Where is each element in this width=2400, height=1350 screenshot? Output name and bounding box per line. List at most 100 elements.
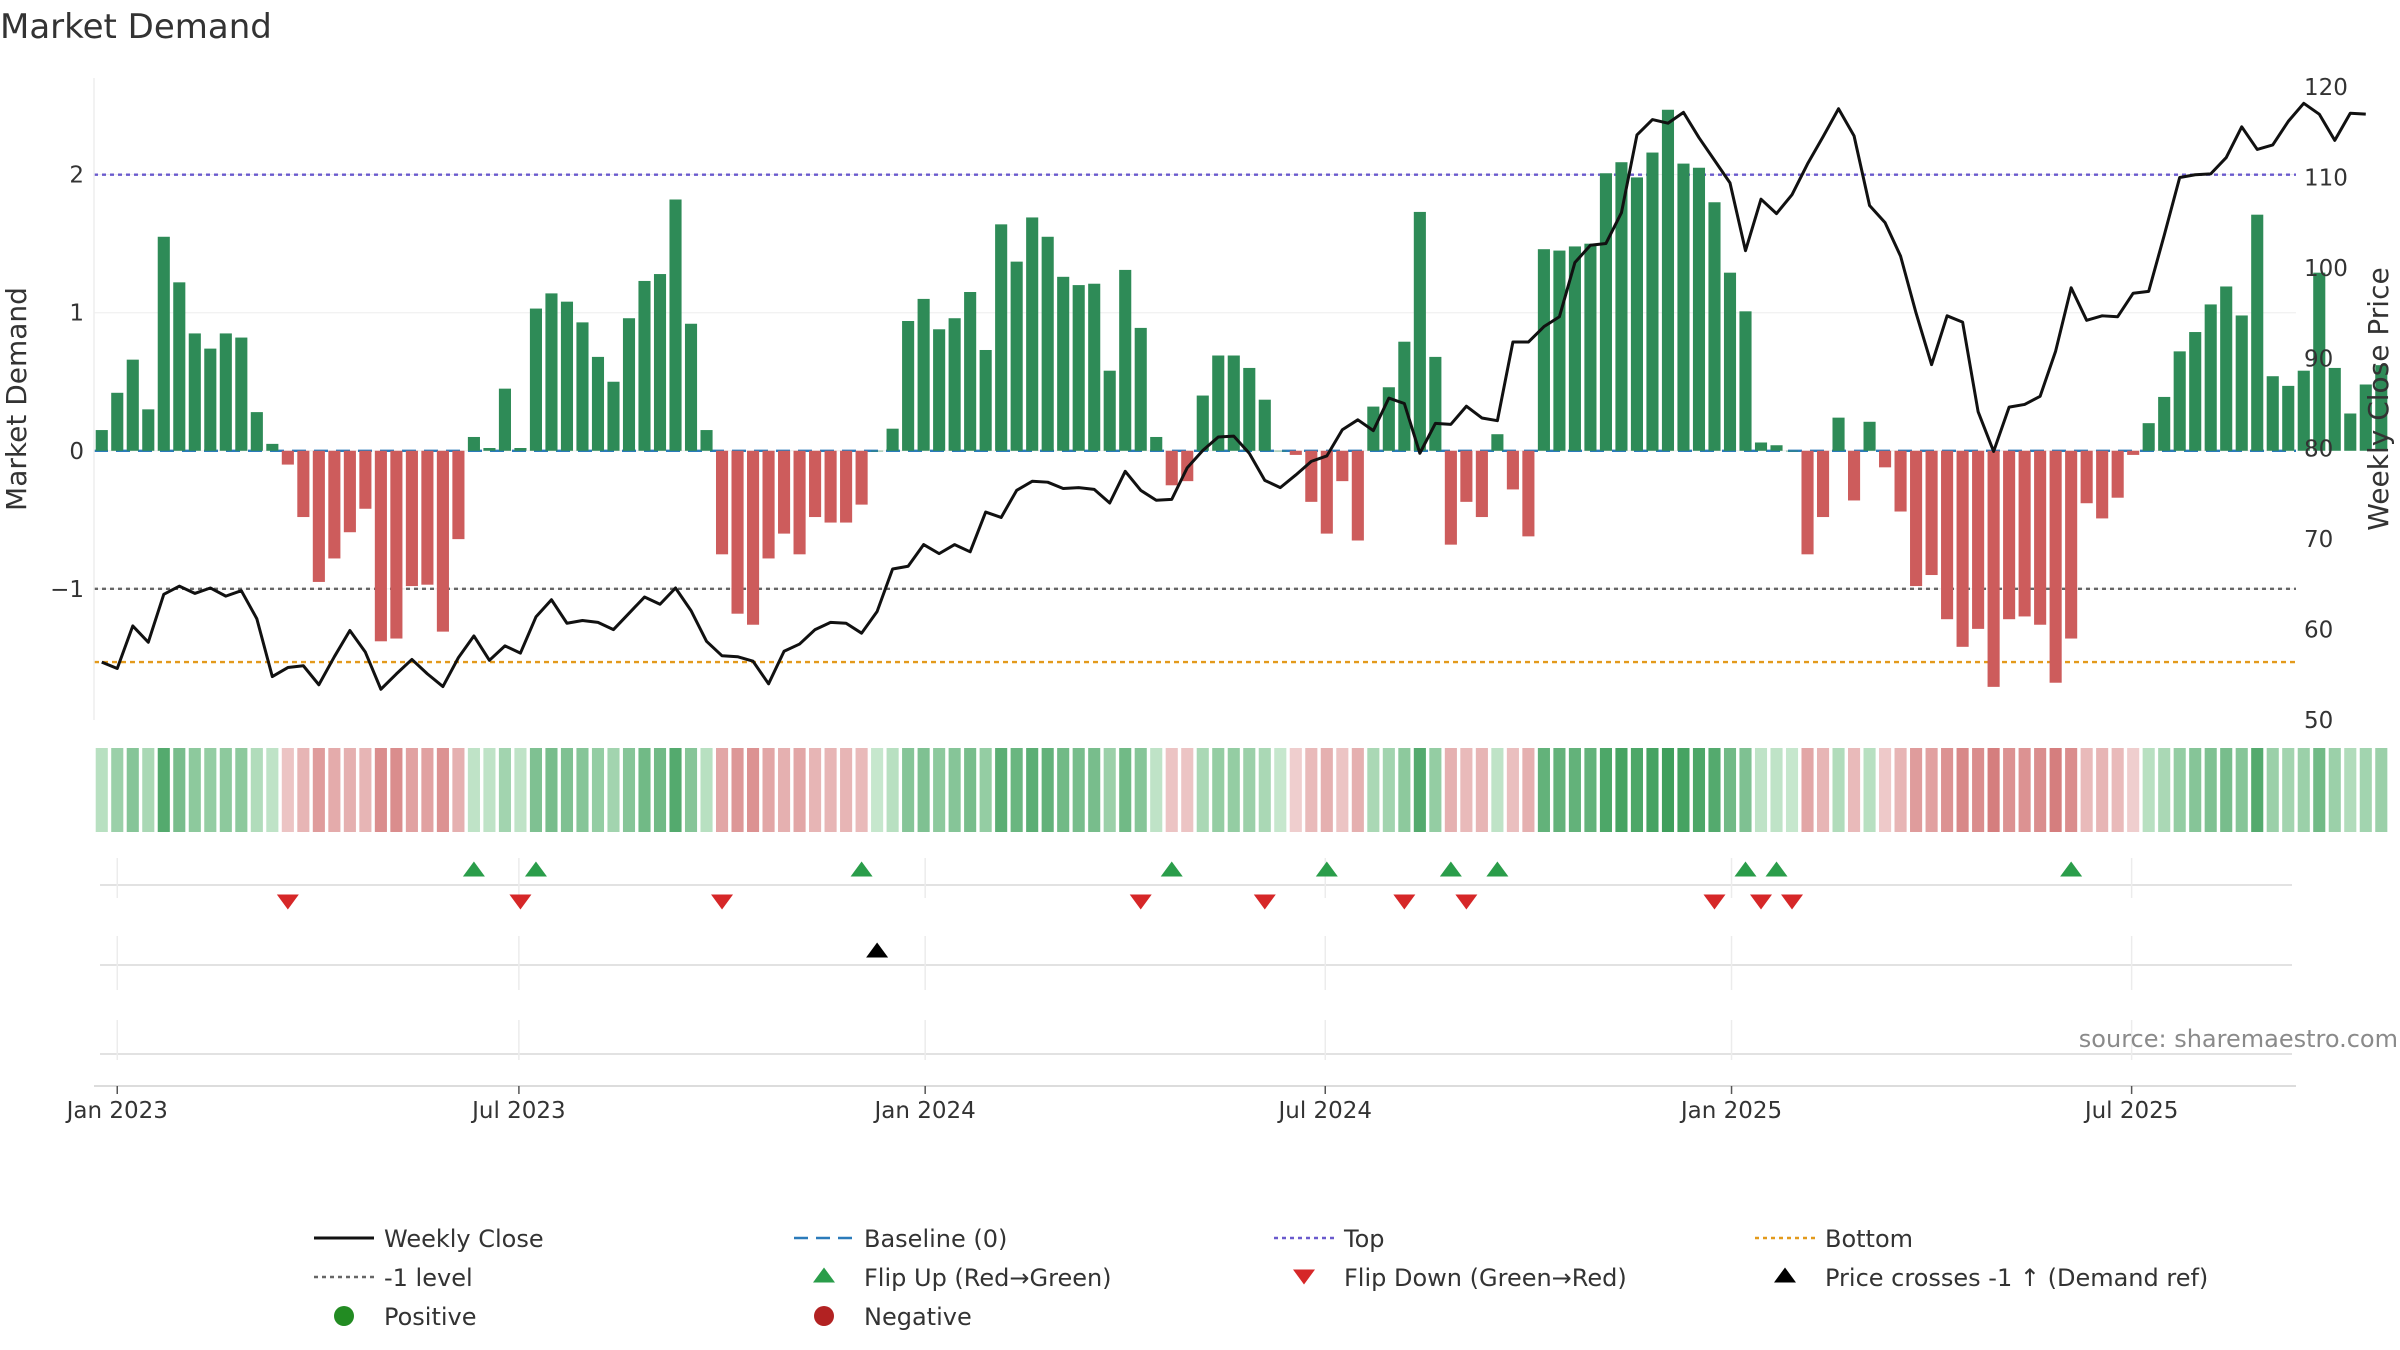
legend-item-bottom: Bottom xyxy=(1755,1225,1913,1253)
demand-bar xyxy=(1227,355,1240,451)
legend-swatch xyxy=(813,1267,835,1283)
demand-bar xyxy=(824,450,837,523)
flip-down-marker xyxy=(276,894,299,910)
strip-cell-negative xyxy=(762,748,775,832)
strip-cell-positive xyxy=(111,748,124,832)
strip-cell-negative xyxy=(452,748,465,832)
strip-cell-negative xyxy=(1910,748,1923,832)
demand-bar xyxy=(1103,370,1116,451)
strip-cell-positive xyxy=(995,748,1008,832)
strip-cell-positive xyxy=(964,748,977,832)
demand-bar xyxy=(979,349,992,451)
demand-bar xyxy=(1243,367,1256,451)
demand-bar xyxy=(1475,450,1488,518)
strip-cell-positive xyxy=(1196,748,1209,832)
strip-cell-positive xyxy=(1134,748,1147,832)
strip-cell-positive xyxy=(653,748,667,832)
demand-bar xyxy=(607,381,620,451)
strip-cell-negative xyxy=(1522,748,1535,832)
x-axis: Jan 2023 Jul 2023 Jan 2024 Jul 2024 Jan 2025… xyxy=(65,1085,2296,1124)
strip-cell-positive xyxy=(2220,748,2233,832)
legend-swatch xyxy=(1293,1269,1315,1285)
demand-bar xyxy=(2375,365,2388,451)
demand-bar xyxy=(343,450,356,533)
strip-cell-positive xyxy=(1661,748,1675,832)
demand-bar xyxy=(1661,109,1675,451)
demand-bar xyxy=(126,359,139,451)
legend-label: Positive xyxy=(384,1303,477,1331)
demand-bar xyxy=(2328,367,2341,451)
demand-bar xyxy=(2235,315,2248,451)
demand-bar xyxy=(281,450,294,465)
demand-bar xyxy=(1429,356,1442,451)
demand-bar xyxy=(1026,217,1039,451)
strip-cell-positive xyxy=(1553,748,1566,832)
demand-bar xyxy=(266,443,279,451)
demand-bar xyxy=(1630,177,1643,451)
demand-bar xyxy=(467,436,480,451)
strip-cell-positive xyxy=(979,748,992,832)
strip-cell-negative xyxy=(855,748,868,832)
strip-cell-negative xyxy=(1320,748,1333,832)
demand-bar xyxy=(2173,351,2186,451)
demand-bar xyxy=(374,450,387,642)
x-tick-label: Jan 2025 xyxy=(1679,1098,1782,1124)
demand-bar xyxy=(917,298,930,451)
strip-cell-negative xyxy=(281,748,294,832)
strip-cell-positive xyxy=(700,748,713,832)
strip-cell-positive xyxy=(576,748,589,832)
strip-cell-negative xyxy=(2096,748,2109,832)
demand-bar xyxy=(591,356,605,451)
flip-down-marker xyxy=(1455,894,1478,910)
demand-bar xyxy=(1553,250,1566,451)
strip-cell-positive xyxy=(2344,748,2357,832)
strip-cell-negative xyxy=(1987,748,2000,832)
demand-bar xyxy=(2297,370,2310,451)
x-tick-label: Jan 2023 xyxy=(65,1098,168,1124)
demand-bar xyxy=(1150,436,1163,451)
flip-up-marker xyxy=(462,861,485,877)
flip-up-marker xyxy=(850,861,873,877)
demand-bar xyxy=(622,318,636,451)
strip-cell-negative xyxy=(1506,748,1519,832)
demand-bar xyxy=(2220,286,2233,451)
strip-cell-positive xyxy=(142,748,155,832)
demand-bar xyxy=(421,450,434,585)
strip-cell-negative xyxy=(731,748,744,832)
left-axis-title: Market Demand xyxy=(0,287,33,511)
strip-cell-negative xyxy=(1925,748,1938,832)
demand-bar xyxy=(1925,450,1938,576)
demand-bar xyxy=(452,450,465,540)
strip-cell-positive xyxy=(1770,748,1783,832)
strip-cell-positive xyxy=(1615,748,1628,832)
strip-cell-positive xyxy=(1491,748,1504,832)
strip-cell-negative xyxy=(1972,748,1985,832)
demand-bar xyxy=(700,430,713,451)
demand-bar xyxy=(312,450,325,582)
strip-cell-positive xyxy=(1413,748,1426,832)
demand-bar xyxy=(2204,304,2217,451)
demand-bar xyxy=(933,329,946,451)
flip-down-marker xyxy=(1703,894,1726,910)
demand-bar xyxy=(142,409,155,451)
demand-bar xyxy=(840,450,853,523)
demand-bar xyxy=(1599,173,1612,451)
demand-bar xyxy=(2344,413,2357,451)
demand-bar xyxy=(1212,355,1225,451)
demand-bar xyxy=(2282,385,2295,451)
strip-cell-positive xyxy=(1072,748,1085,832)
strip-cell-positive xyxy=(1599,748,1612,832)
demand-bar xyxy=(1987,450,2000,687)
strip-cell-positive xyxy=(250,748,263,832)
strip-cell-negative xyxy=(809,748,822,832)
demand-bar xyxy=(731,450,744,614)
strip-cell-positive xyxy=(157,748,170,832)
demand-bar xyxy=(235,337,248,451)
flip-down-marker xyxy=(711,894,734,910)
strip-cell-positive xyxy=(1754,748,1768,832)
legend-item-flip_down: Flip Down (Green→Red) xyxy=(1293,1264,1627,1292)
strip-cell-positive xyxy=(2359,748,2372,832)
demand-bar xyxy=(1956,450,1969,647)
strip-cell-negative xyxy=(2065,748,2078,832)
legend: Weekly Close Baseline (0) Top Bottom -1 leve… xyxy=(314,1225,2208,1331)
